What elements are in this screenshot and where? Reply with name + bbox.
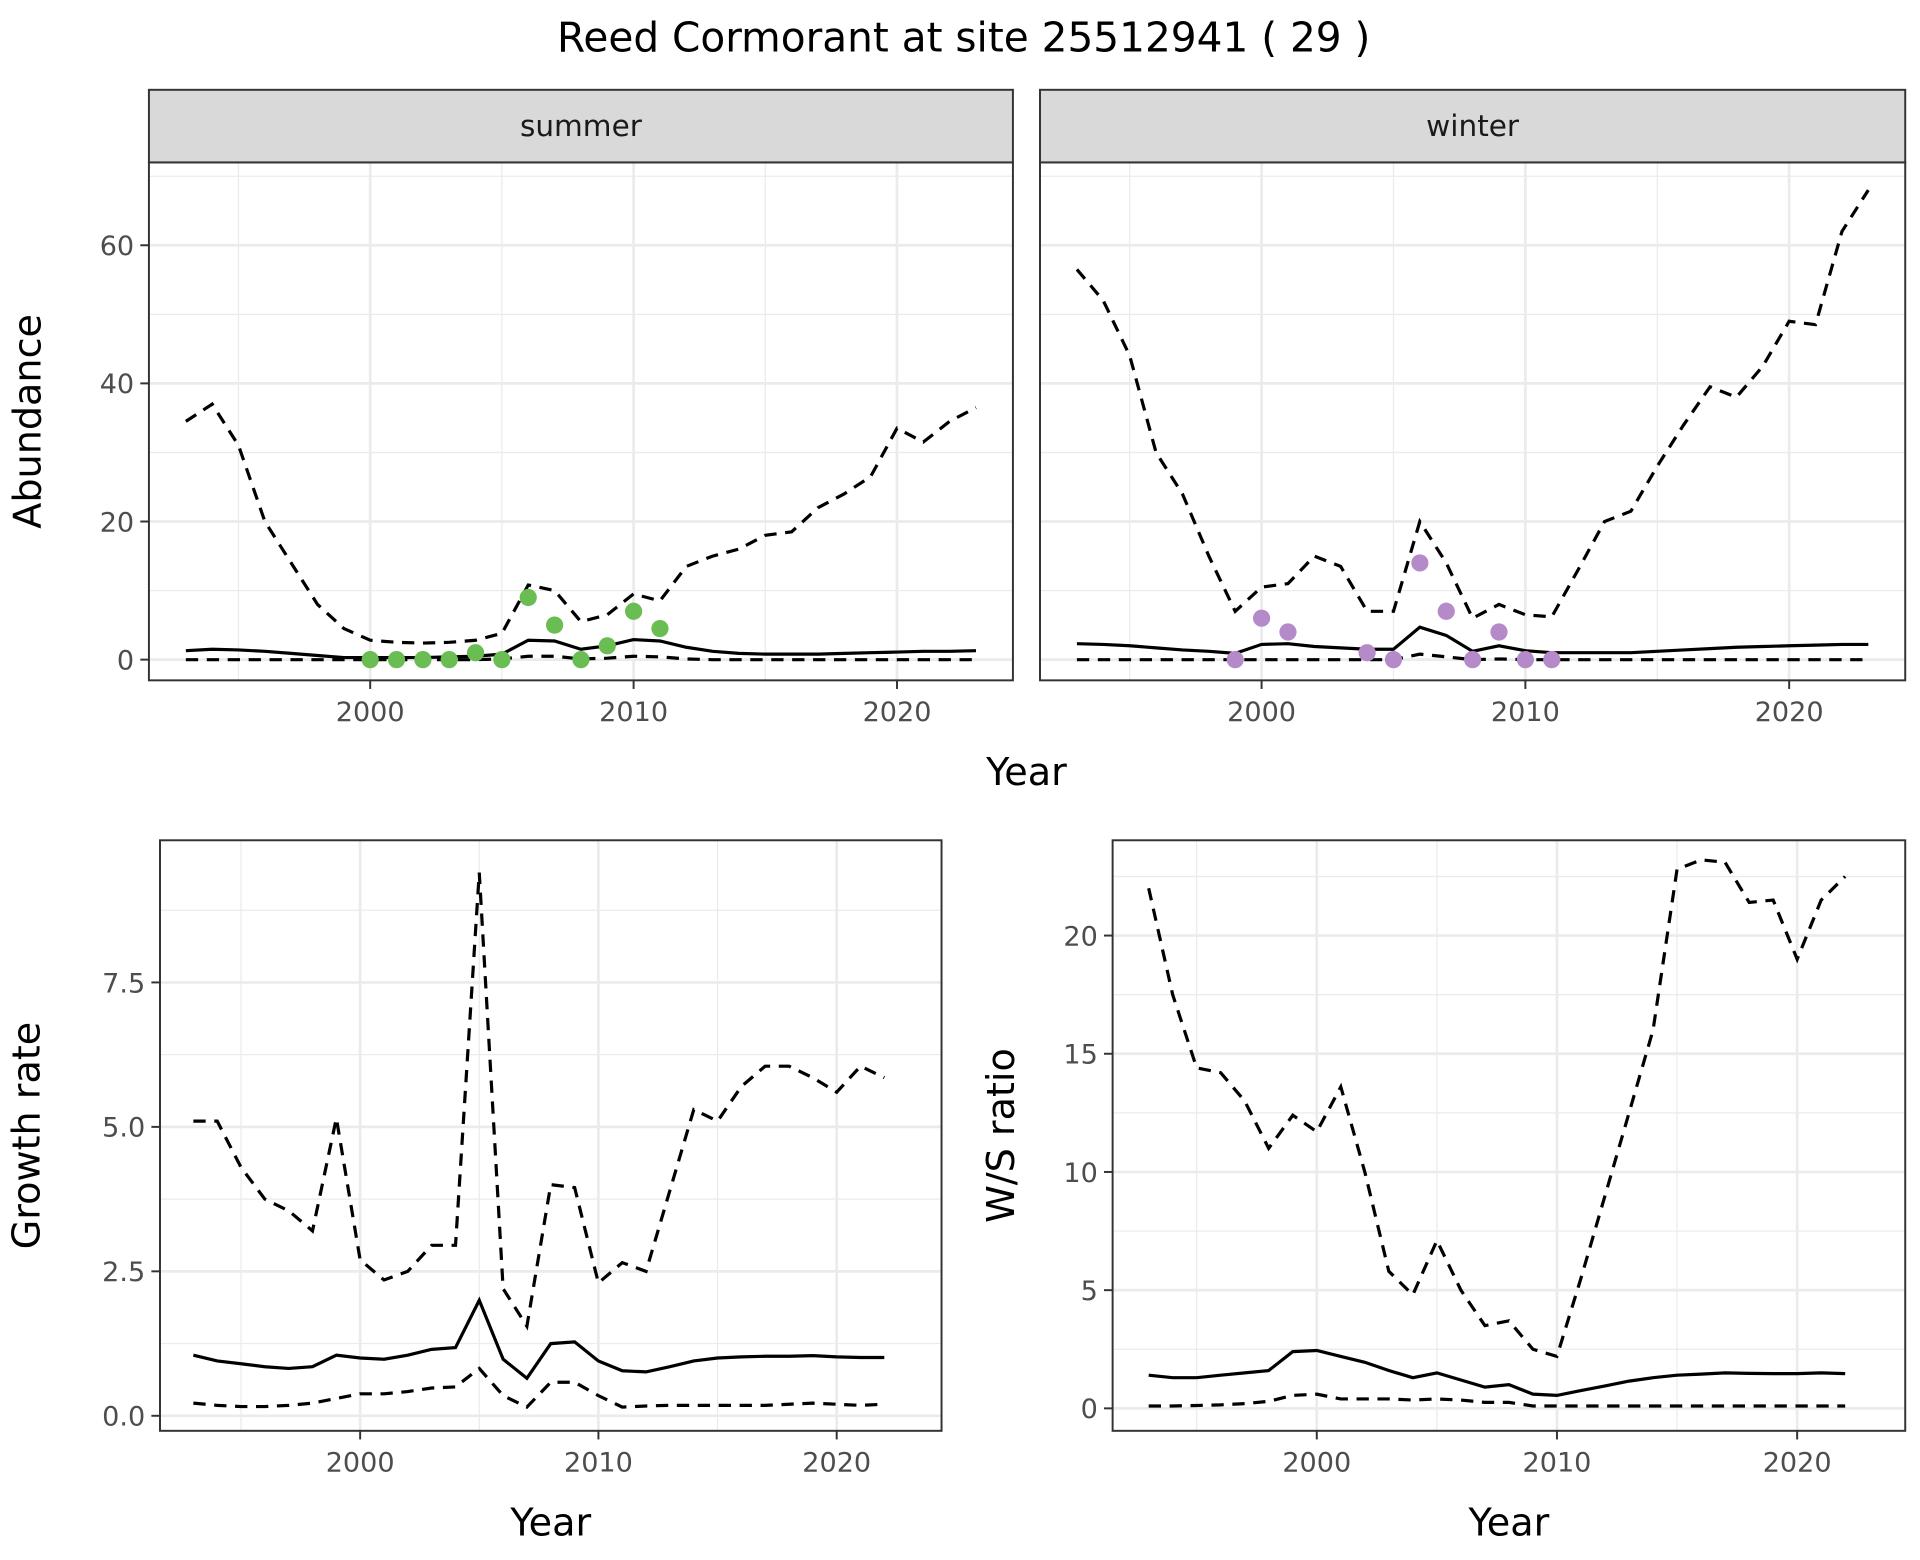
panel-border — [1111, 839, 1907, 1432]
y-tick-label: 20 — [100, 507, 134, 538]
y-axis-title: Growth rate — [4, 1022, 48, 1250]
series-line-dashed-2 — [1148, 1392, 1846, 1408]
data-point — [361, 651, 379, 669]
series-line-dashed-0 — [1075, 189, 1870, 621]
figure-title: Reed Cormorant at site 25512941 ( 29 ) — [557, 14, 1370, 62]
data-point — [572, 651, 590, 669]
panel-border — [159, 839, 943, 1432]
series-line-dashed-0 — [1147, 858, 1847, 1359]
data-point — [387, 651, 406, 669]
data-point — [545, 616, 564, 634]
plot-background — [148, 162, 1013, 681]
facet-strip — [1039, 88, 1907, 164]
series-line-solid-1 — [192, 1296, 885, 1381]
y-tick-label: 10 — [1063, 1158, 1097, 1189]
y-tick-label: 7.5 — [102, 968, 145, 999]
y-tick-label: 5 — [1081, 1276, 1098, 1307]
series-line-dashed-2 — [185, 654, 976, 662]
x-tick-label: 2020 — [802, 1447, 871, 1478]
data-point — [1252, 609, 1271, 627]
x-tick-label: 2000 — [326, 1447, 395, 1478]
y-axis-title: W/S ratio — [979, 1048, 1023, 1223]
x-tick-label: 2010 — [1523, 1447, 1592, 1478]
y-tick-label: 15 — [1063, 1040, 1097, 1071]
facet-strip-label: winter — [1426, 109, 1520, 143]
data-point — [598, 637, 616, 655]
data-point — [1543, 651, 1561, 669]
x-tick-label: 2020 — [1755, 697, 1824, 728]
data-point — [1411, 554, 1429, 572]
data-point — [493, 651, 511, 669]
data-point — [1464, 651, 1482, 669]
data-point — [466, 644, 485, 662]
data-point — [1516, 651, 1534, 669]
facet-strip-label: summer — [520, 109, 643, 143]
series-line-dashed-2 — [193, 1366, 885, 1410]
data-point — [440, 651, 458, 669]
y-tick-label: 2.5 — [102, 1257, 145, 1288]
y-tick-label: 60 — [100, 231, 134, 262]
y-axis-title: Abundance — [6, 314, 50, 529]
y-tick-label: 0.0 — [102, 1402, 145, 1433]
x-tick-label: 2020 — [863, 697, 932, 728]
panel-3: 2000 2010 2020 0 5 10 15 20 W/S ratio Year — [979, 839, 1907, 1544]
data-point — [651, 619, 669, 638]
x-tick-label: 2000 — [336, 697, 405, 728]
data-point — [1384, 651, 1403, 669]
plot-background — [160, 840, 942, 1431]
x-tick-label: 2010 — [1491, 697, 1560, 728]
data-point — [624, 602, 643, 620]
x-tick-label: 2010 — [599, 697, 668, 728]
data-point — [1226, 651, 1244, 669]
series-line-solid-1 — [185, 638, 977, 660]
x-tick-label: 2000 — [1227, 697, 1296, 728]
x-axis-title: Year — [1468, 1500, 1550, 1544]
x-tick-label: 2010 — [564, 1447, 633, 1478]
y-tick-label: 40 — [100, 369, 134, 400]
data-point — [1279, 623, 1297, 641]
panel-1: 2000 2010 2020 winter — [1039, 88, 1907, 728]
series-line-solid-1 — [1148, 1348, 1846, 1397]
plot-background — [1040, 162, 1906, 681]
y-tick-label: 0 — [117, 645, 134, 676]
y-tick-label: 20 — [1063, 921, 1097, 952]
series-line-dashed-0 — [193, 872, 886, 1331]
x-tick-label: 2020 — [1763, 1447, 1832, 1478]
y-tick-label: 0 — [1081, 1394, 1098, 1425]
x-tick-label: 2000 — [1282, 1447, 1351, 1478]
data-point — [1437, 602, 1455, 620]
data-point — [414, 651, 432, 669]
data-point — [519, 588, 537, 607]
y-tick-label: 5.0 — [102, 1113, 145, 1144]
x-axis-title: Year — [985, 750, 1067, 794]
series-line-dashed-0 — [184, 401, 977, 645]
data-point — [1358, 644, 1376, 662]
panel-0: 2000 2010 2020 0 20 40 60 summer Abundance Year — [6, 88, 1067, 794]
plot-background — [1112, 840, 1906, 1431]
x-axis-title: Year — [509, 1500, 591, 1544]
panel-2: 2000 2010 2020 0.0 2.5 5.0 7.5 Growth rate Year — [4, 839, 943, 1544]
data-point — [1490, 623, 1508, 641]
facet-strip — [147, 88, 1014, 164]
series-line-dashed-2 — [1076, 652, 1869, 662]
